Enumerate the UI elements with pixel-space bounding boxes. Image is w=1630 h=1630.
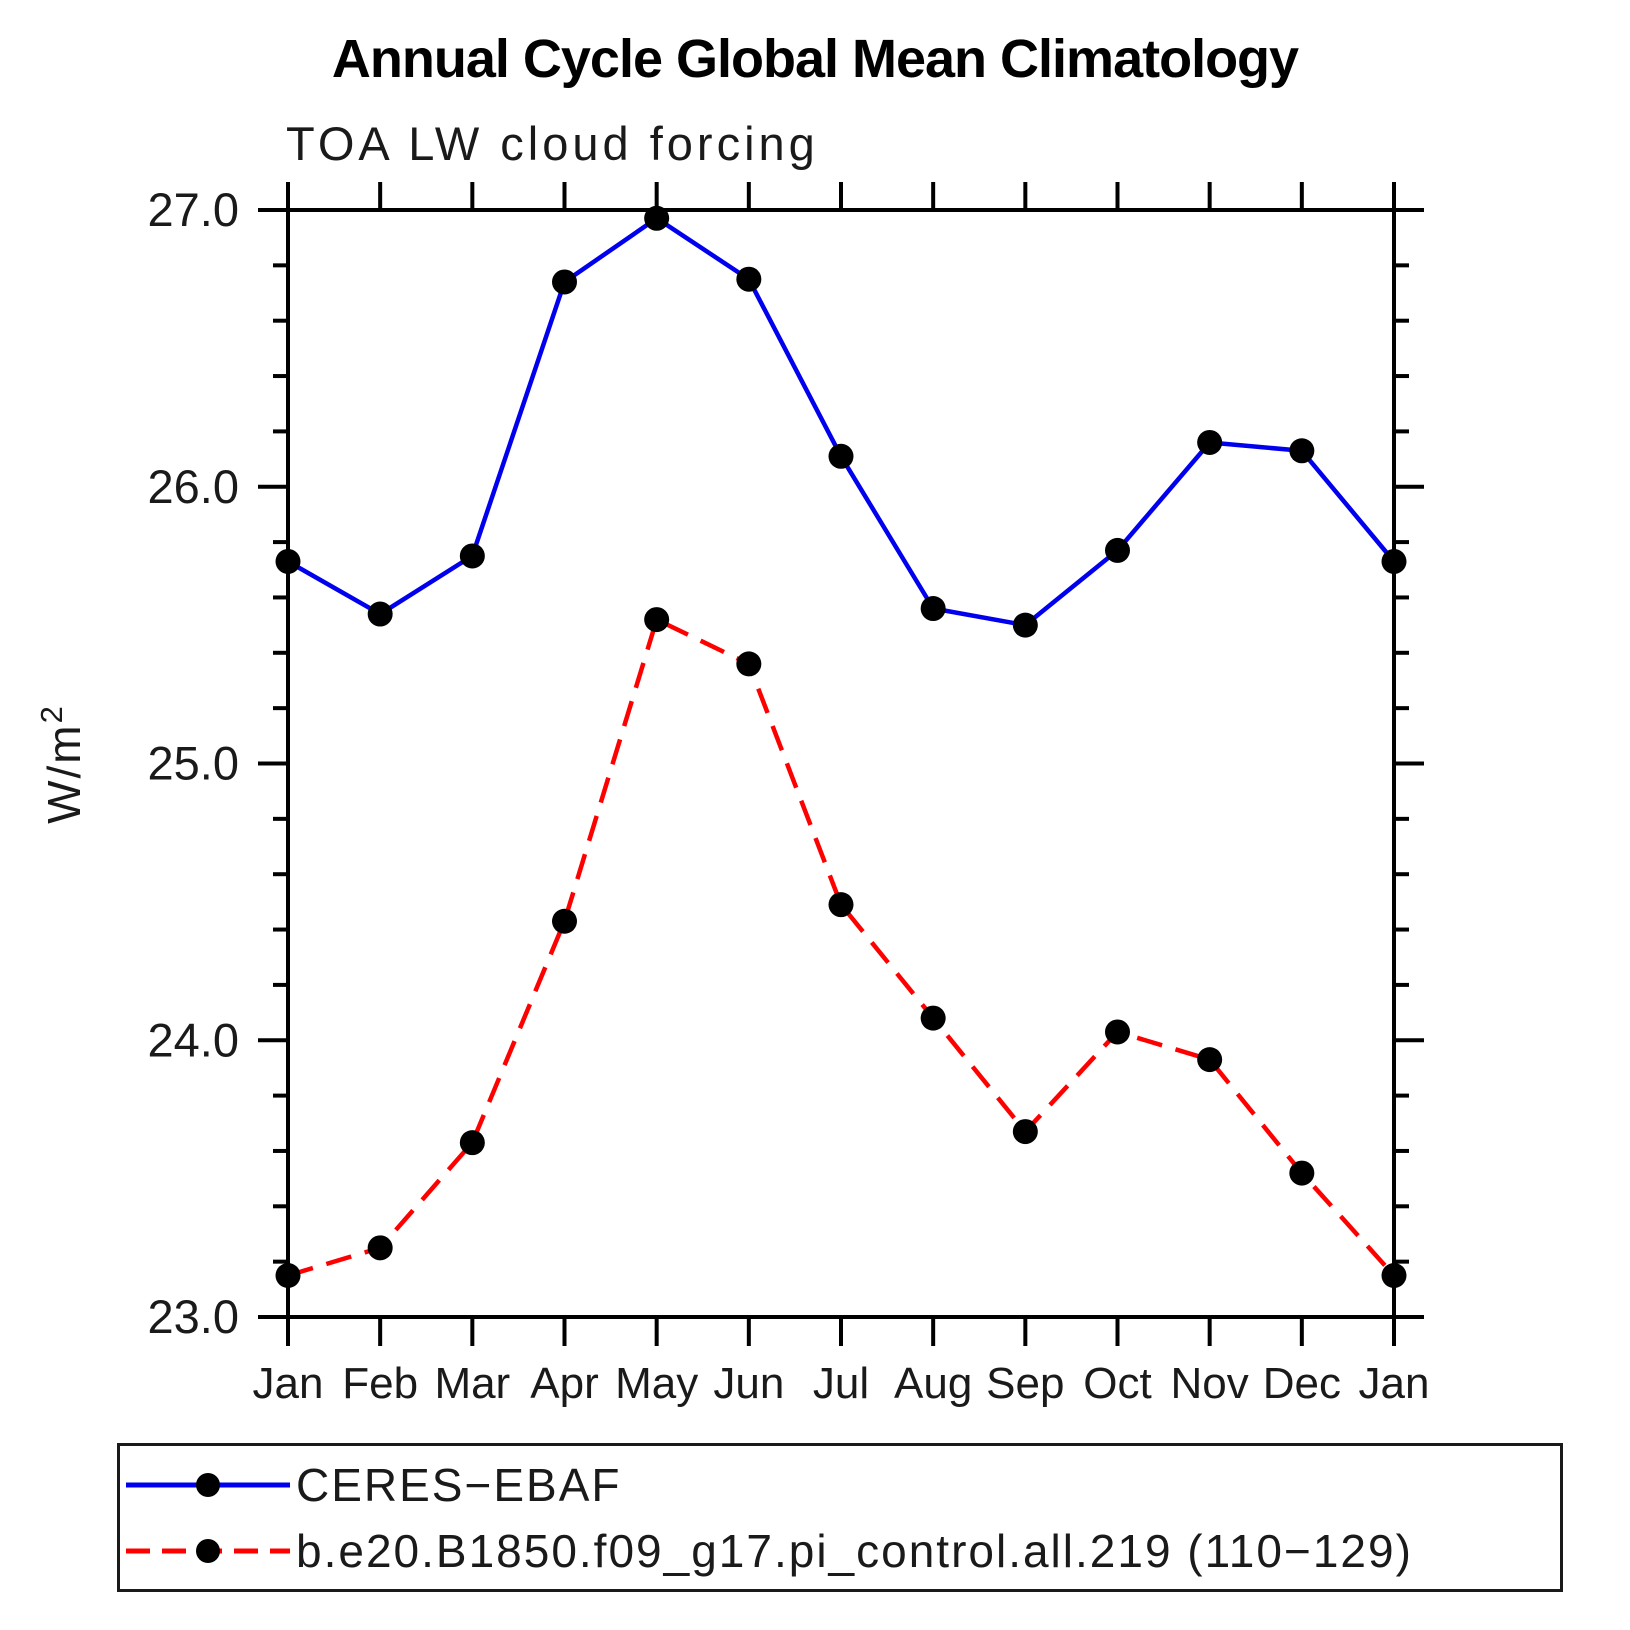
x-axis-tick-label: May: [615, 1359, 698, 1408]
data-point-marker: [1012, 612, 1038, 638]
data-point-marker: [459, 1130, 485, 1156]
data-point-marker: [736, 651, 762, 677]
data-point-marker: [1381, 548, 1407, 574]
x-axis-tick-label: Apr: [530, 1359, 598, 1408]
data-point-marker: [1012, 1119, 1038, 1145]
data-point-marker: [552, 908, 577, 934]
x-axis-tick-label: Jan: [253, 1359, 324, 1408]
data-point-marker: [736, 266, 762, 292]
x-axis-tick-label: Nov: [1171, 1359, 1249, 1408]
chart-title: Annual Cycle Global Mean Climatology: [331, 29, 1299, 89]
data-point-marker: [459, 543, 485, 569]
data-point-marker: [275, 548, 301, 574]
plot-area: Jan Feb Mar Apr May Jun Jul Aug Sep Oct Nov Dec Jan 2…: [34, 182, 1430, 1408]
data-point-marker: [1381, 1262, 1407, 1288]
legend-item-ceres-ebaf: CERES−EBAF: [124, 1459, 622, 1511]
data-point-marker: [367, 1235, 393, 1261]
x-axis-tick-label: Oct: [1083, 1359, 1151, 1408]
data-point-marker: [828, 892, 854, 918]
x-axis-tick-label: Jul: [813, 1359, 869, 1408]
legend-label-model-run: b.e20.B1850.f09_g17.pi_control.all.219 (…: [296, 1525, 1413, 1577]
y-axis-tick-label: 26.0: [148, 460, 239, 513]
y-axis-tick-label: 25.0: [148, 737, 239, 790]
x-axis-tick-label: Sep: [986, 1359, 1064, 1408]
legend-sample-marker: [196, 1473, 220, 1497]
data-point-marker: [367, 601, 393, 627]
data-point-marker: [552, 269, 577, 295]
y-axis-tick-label: 27.0: [148, 183, 239, 236]
data-point-marker: [828, 443, 854, 469]
legend-line-sample-blue: [126, 1473, 290, 1497]
y-axis-tick-label: 23.0: [148, 1290, 239, 1343]
series-line-model-run: [287, 617, 1396, 1278]
x-axis-tick-label: Mar: [434, 1359, 510, 1408]
data-point-marker: [275, 1262, 301, 1288]
x-axis-tick-label: Aug: [894, 1359, 972, 1408]
x-axis-tick-label: Jan: [1359, 1359, 1430, 1408]
legend-box: CERES−EBAF b.e20.B1850.f09_g17.pi_contro…: [117, 1443, 1563, 1592]
data-point-marker: [920, 1005, 946, 1031]
legend-label-ceres-ebaf: CERES−EBAF: [296, 1459, 622, 1511]
x-axis-tick-label: Dec: [1263, 1359, 1341, 1408]
data-point-marker: [1289, 1160, 1315, 1186]
chart-subtitle: TOA LW cloud forcing: [286, 117, 819, 170]
data-point-marker: [1105, 1019, 1130, 1045]
x-axis-tick-label: Jun: [713, 1359, 784, 1408]
series-line-ceres-ebaf: [286, 216, 1396, 628]
data-point-marker: [1105, 537, 1130, 563]
legend-sample-marker: [196, 1539, 220, 1563]
plot-border: [286, 208, 1396, 1319]
data-point-marker: [1197, 1047, 1223, 1073]
data-point-marker: [644, 607, 670, 633]
x-axis-tick-label: Feb: [342, 1359, 418, 1408]
y-axis-tick-label: 24.0: [148, 1013, 239, 1066]
data-point-marker: [1197, 429, 1223, 455]
data-point-marker: [1289, 438, 1315, 464]
legend-item-model-run: b.e20.B1850.f09_g17.pi_control.all.219 (…: [124, 1525, 1413, 1577]
y-axis-title: W/m2: [34, 704, 90, 824]
legend-line-sample-red: [126, 1539, 290, 1563]
data-point-marker: [920, 596, 946, 622]
data-point-marker: [644, 205, 670, 231]
